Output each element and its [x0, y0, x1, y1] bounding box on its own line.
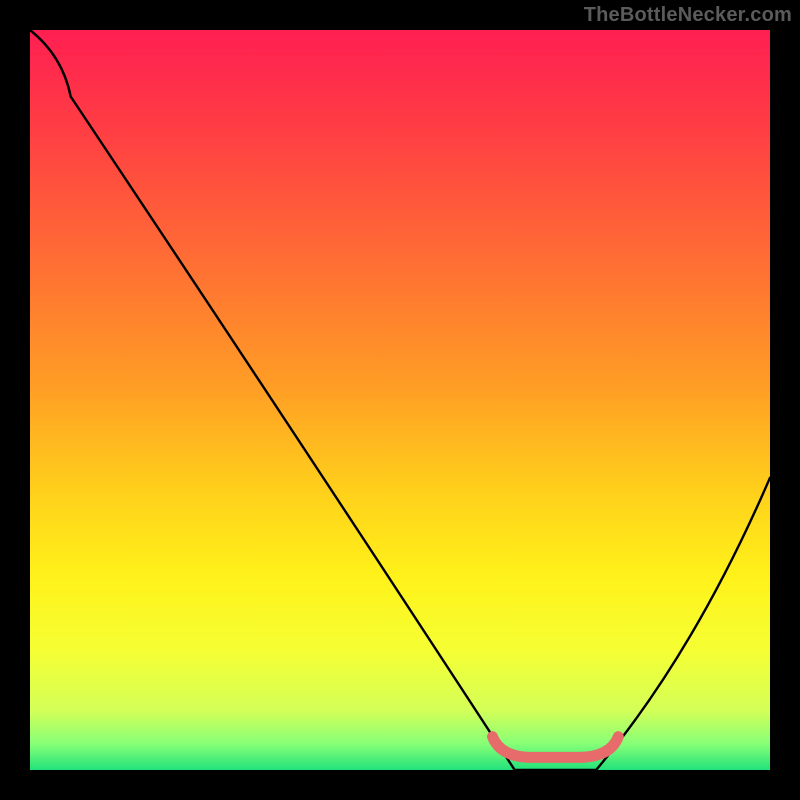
plot-area — [30, 30, 770, 770]
bottleneck-chart — [0, 0, 800, 800]
chart-stage: TheBottleNecker.com — [0, 0, 800, 800]
